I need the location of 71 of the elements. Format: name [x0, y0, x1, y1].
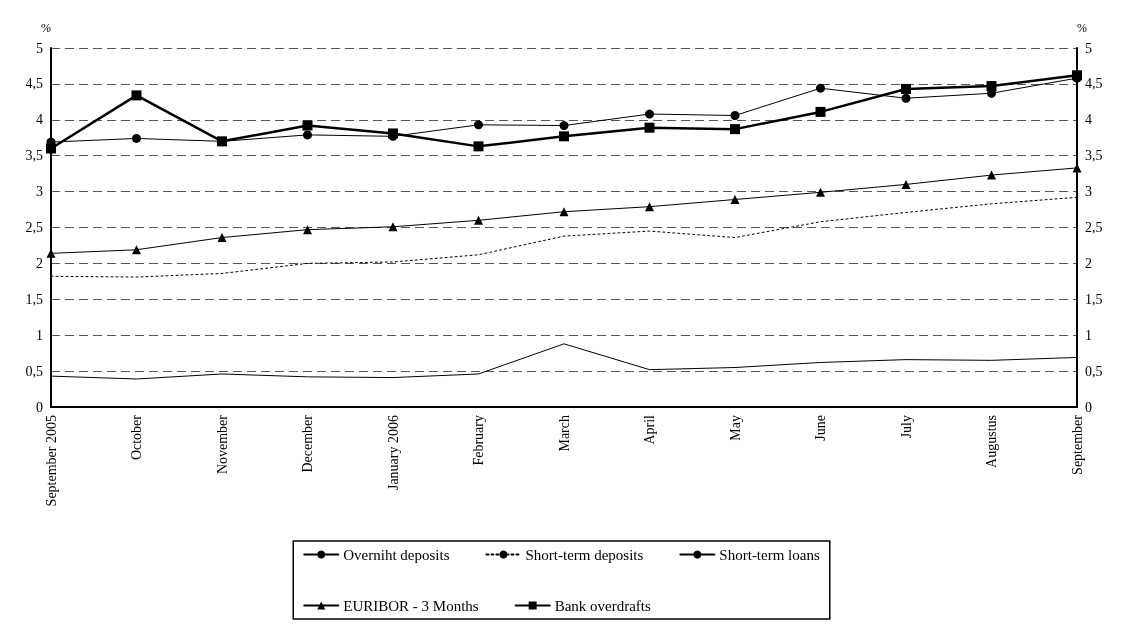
y2-tick-label: 2 [1085, 255, 1092, 271]
point [131, 90, 142, 101]
x-tick-label: December [300, 414, 315, 473]
y2-tick-label: 4,5 [1085, 76, 1103, 92]
point [645, 109, 654, 119]
y-tick-label: 3,5 [25, 148, 43, 164]
x-tick-label: January 2006 [385, 415, 401, 491]
x-tick-label: Augustus [984, 415, 999, 468]
point [46, 143, 56, 154]
y-tick-label: 2,5 [25, 220, 43, 235]
point [901, 83, 911, 94]
x-tick-label: April [642, 414, 657, 445]
y-tick-label: 0,5 [25, 363, 43, 379]
point [644, 122, 655, 133]
point [559, 121, 569, 131]
legend-label: Bank overdrafts [554, 597, 652, 614]
point [987, 170, 996, 180]
y2-tick-label: 3,5 [1085, 148, 1103, 164]
point [730, 110, 740, 120]
y-tick-label: 0 [36, 399, 43, 415]
x-tick-label: September 2005 [43, 415, 59, 507]
point [559, 207, 569, 217]
x-tick-label: June [813, 415, 828, 441]
y2-tick-label: 5 [1085, 40, 1092, 56]
x-tick-label: March [556, 415, 572, 452]
y-tick-label: 3 [36, 184, 43, 200]
point [816, 187, 825, 197]
x-tick-label: November [214, 414, 230, 475]
y2-tick-label: 1 [1085, 327, 1092, 343]
point [303, 225, 312, 235]
point [730, 124, 740, 135]
point [303, 130, 312, 140]
y2-axis-title: % [1077, 21, 1087, 35]
legend-label: Overniht deposits [343, 546, 450, 563]
y-tick-label: 5 [36, 40, 43, 56]
point [901, 93, 911, 103]
point [730, 195, 740, 204]
point [217, 233, 227, 243]
legend-label: Short-term loans [719, 546, 820, 563]
point [474, 215, 483, 225]
y2-tick-label: 0,5 [1085, 363, 1103, 379]
point [132, 133, 141, 143]
point [132, 245, 141, 255]
point [901, 179, 911, 189]
y-tick-label: 4,5 [25, 76, 43, 92]
x-tick-label: July [898, 415, 914, 439]
y-axis-title: % [41, 21, 51, 35]
y-tick-label: 1 [36, 327, 43, 343]
point [645, 202, 654, 212]
legend-label: EURIBOR - 3 Months [343, 597, 479, 614]
y2-tick-label: 0 [1085, 399, 1092, 415]
x-tick-label: February [471, 415, 486, 466]
point [559, 131, 569, 142]
y2-tick-label: 1,5 [1085, 291, 1103, 307]
y2-tick-label: 2,5 [1085, 220, 1103, 235]
point [473, 141, 484, 152]
x-tick-label: October [129, 414, 144, 461]
point [986, 81, 997, 92]
y-tick-label: 4 [36, 112, 43, 128]
y2-tick-label: 3 [1085, 184, 1092, 200]
point [302, 120, 313, 131]
point [474, 120, 483, 130]
y-tick-label: 1,5 [25, 291, 43, 307]
y2-tick-label: 4 [1085, 112, 1092, 128]
x-tick-label: May [727, 415, 743, 441]
legend-label: Short-term deposits [525, 546, 644, 563]
point [388, 222, 398, 232]
y-tick-label: 2 [36, 255, 43, 271]
point [815, 106, 826, 117]
x-tick-label: September [1069, 414, 1085, 475]
point [816, 83, 825, 93]
